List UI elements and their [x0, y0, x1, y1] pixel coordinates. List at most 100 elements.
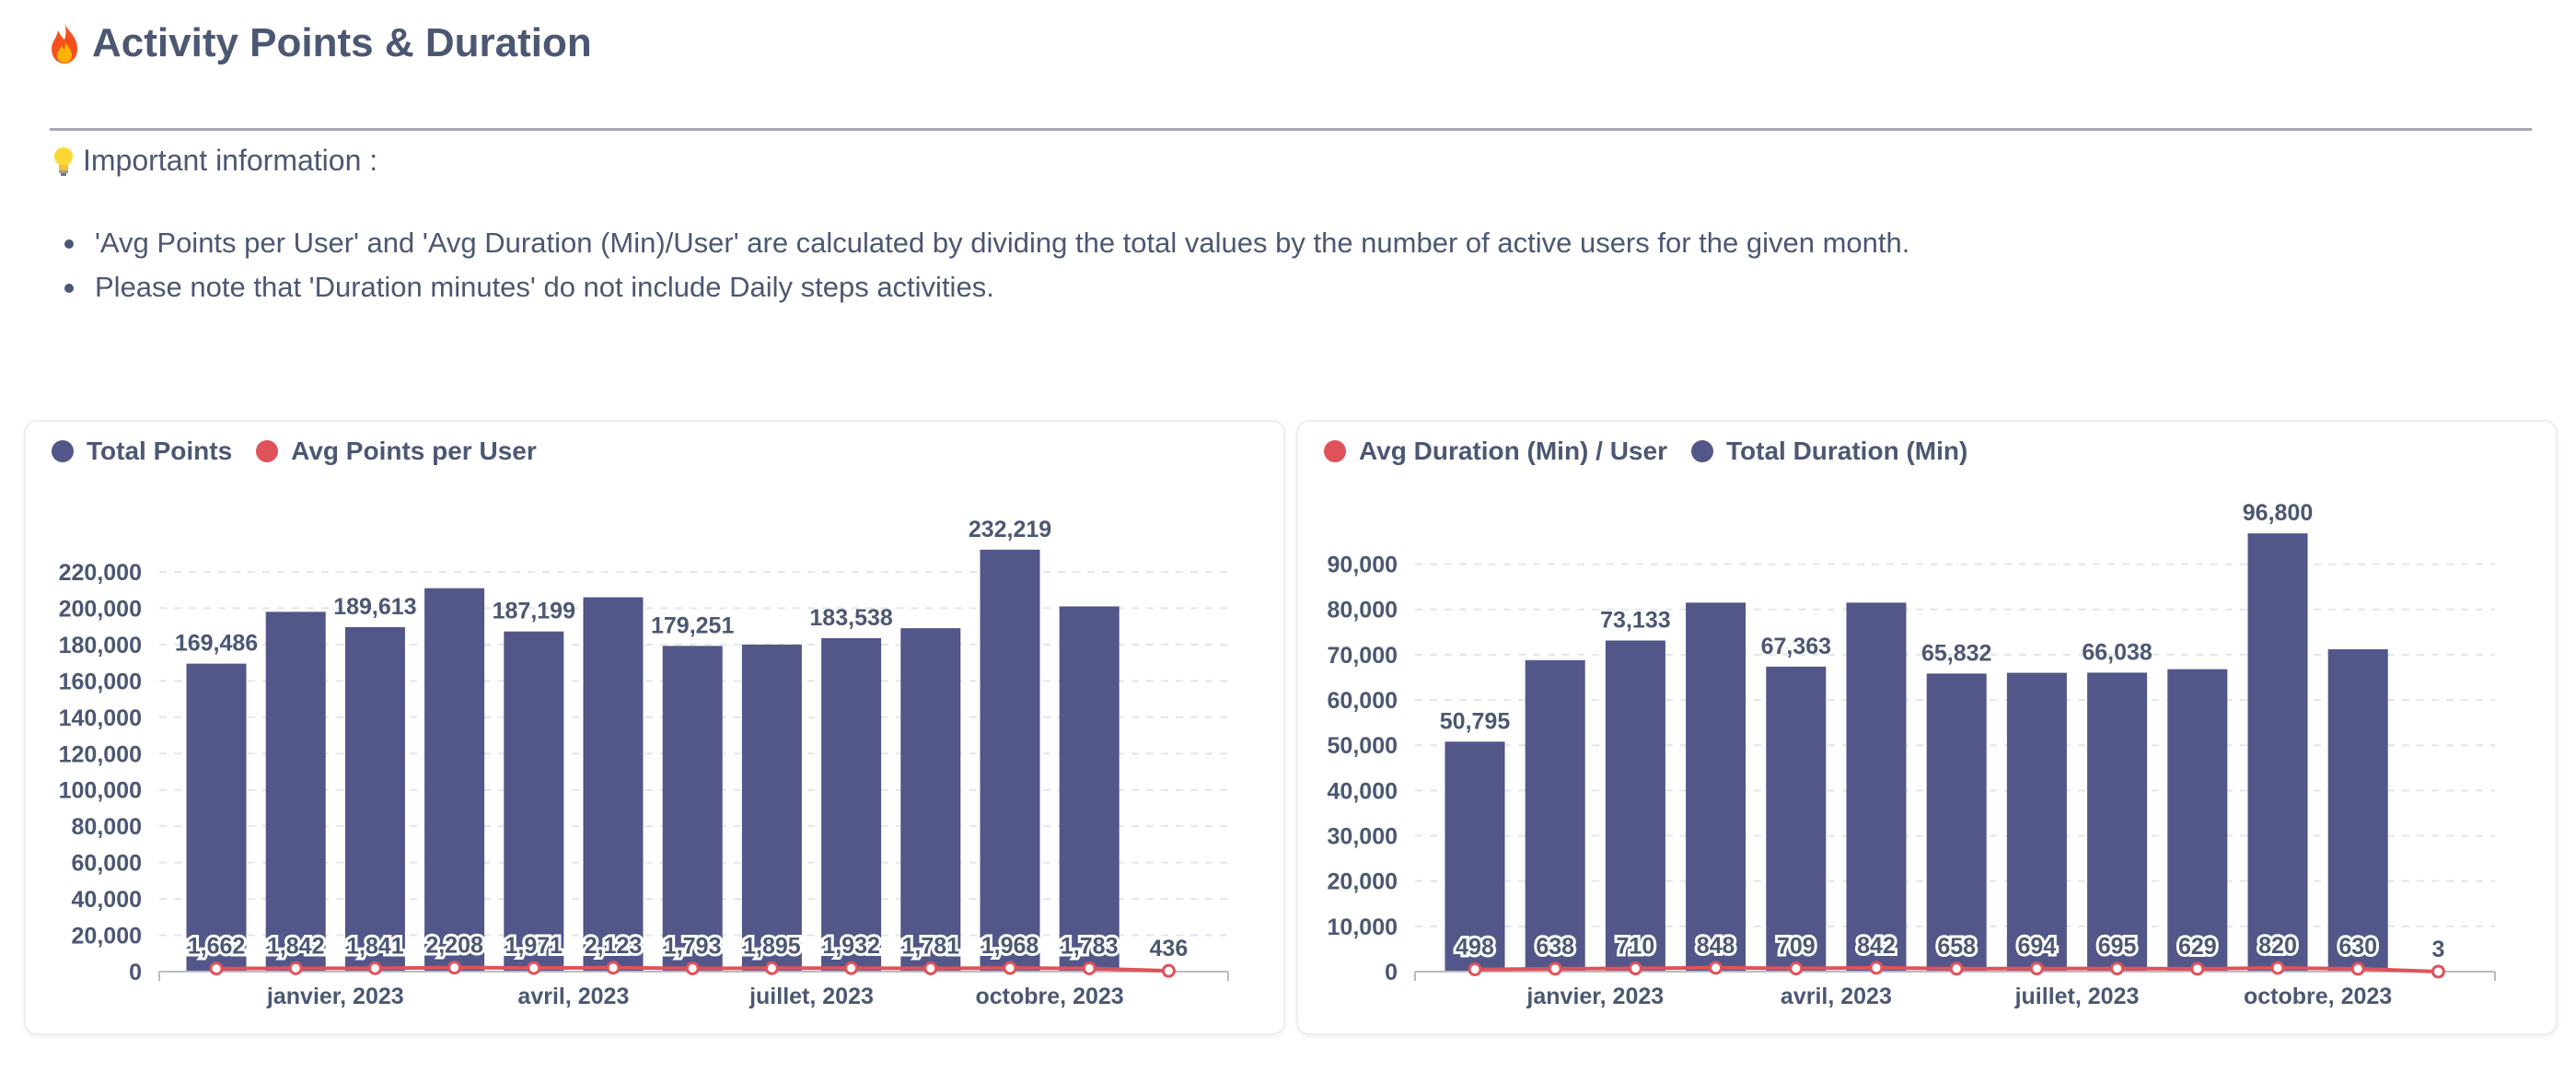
line-point[interactable] [2350, 961, 2365, 976]
bar[interactable] [344, 626, 405, 972]
y-tick-label: 50,000 [1328, 733, 1398, 759]
bar[interactable] [1926, 673, 1987, 972]
bar-value-label: 96,800 [2243, 500, 2313, 526]
bar[interactable] [2167, 669, 2228, 972]
line-point[interactable] [527, 961, 541, 975]
divider [50, 128, 2532, 131]
bar[interactable] [662, 646, 723, 972]
line-value-label: 1,783 [1061, 933, 1119, 959]
duration-chart-card: Avg Duration (Min) / User Total Duration… [1296, 420, 2558, 1035]
bar-value-label: 187,199 [493, 599, 575, 624]
note-item: Please note that 'Duration minutes' do n… [64, 265, 1909, 309]
line-point[interactable] [1709, 961, 1723, 975]
bar-value-label: 65,832 [1921, 640, 1991, 666]
legend-dot-icon [1324, 440, 1346, 462]
line-value-label: 2,208 [425, 933, 483, 959]
bar[interactable] [504, 631, 564, 972]
line-point[interactable] [685, 961, 700, 975]
line-point[interactable] [1161, 963, 1176, 978]
points-chart-card: Total Points Avg Points per User 0 20,000… [24, 420, 1285, 1035]
legend-dot-icon [52, 440, 74, 462]
bar[interactable] [980, 549, 1040, 972]
bar[interactable] [2247, 533, 2308, 972]
line-value-label: 638 [1536, 934, 1574, 960]
line-point[interactable] [1548, 961, 1562, 976]
bar-value-label: 189,613 [333, 594, 416, 620]
legend-item-avg-points[interactable]: Avg Points per User [256, 437, 537, 466]
line-point[interactable] [1789, 961, 1804, 976]
bar-value-label: 50,795 [1440, 708, 1511, 734]
line-value-label: 1,662 [188, 934, 246, 960]
y-tick-label: 0 [1385, 960, 1398, 985]
bar[interactable] [2006, 672, 2067, 972]
legend-dot-icon [1690, 440, 1713, 462]
line-point[interactable] [844, 961, 859, 975]
line-point[interactable] [1869, 961, 1884, 975]
line-point[interactable] [923, 961, 938, 975]
chart-legend: Total Points Avg Points per User [52, 437, 537, 466]
bar[interactable] [1445, 741, 1505, 972]
bar[interactable] [265, 612, 326, 972]
y-tick-label: 20,000 [72, 924, 142, 950]
bar[interactable] [1846, 602, 1907, 972]
line-point[interactable] [447, 961, 462, 975]
legend-label: Avg Points per User [291, 437, 537, 465]
line-value-label: 1,841 [346, 933, 404, 959]
y-tick-label: 30,000 [1328, 824, 1398, 850]
line-point[interactable] [2110, 961, 2125, 976]
duration-chart: 0 10,000 20,000 30,000 40,000 50,000 60,000 70,… [1328, 500, 2496, 1009]
y-tick-label: 80,000 [1328, 598, 1398, 623]
line-point[interactable] [288, 961, 303, 975]
bar-value-label: 169,486 [175, 631, 258, 657]
legend-label: Total Points [87, 437, 233, 465]
line-point[interactable] [2190, 961, 2205, 976]
bar[interactable] [583, 597, 644, 972]
legend-item-total-points[interactable]: Total Points [52, 437, 232, 466]
line-point[interactable] [1082, 961, 1097, 975]
bar[interactable] [1059, 606, 1120, 972]
line-value-label: 3 [2431, 937, 2444, 962]
lightbulb-icon [54, 146, 73, 176]
line-point[interactable] [2270, 961, 2285, 975]
line-point[interactable] [2029, 961, 2044, 976]
line-value-label: 498 [1456, 935, 1494, 961]
line-value-label: 842 [1857, 933, 1896, 959]
line-value-label: 1,968 [981, 933, 1039, 959]
legend-item-avg-duration[interactable]: Avg Duration (Min) / User [1324, 437, 1667, 466]
line-point[interactable] [1628, 961, 1642, 976]
line-point[interactable] [764, 961, 779, 975]
line-point[interactable] [1949, 961, 1964, 976]
y-tick-label: 100,000 [59, 778, 142, 804]
y-tick-label: 200,000 [59, 596, 142, 622]
x-tick-label: janvier, 2023 [1526, 984, 1664, 1009]
x-tick-label: octobre, 2023 [976, 984, 1124, 1009]
bar-value-label: 179,251 [651, 612, 734, 638]
bar-value-label: 232,219 [969, 517, 1051, 542]
line-point[interactable] [1003, 961, 1017, 975]
legend-item-total-duration[interactable]: Total Duration (Min) [1690, 437, 1967, 466]
y-tick-label: 0 [129, 960, 142, 985]
bar-value-label: 66,038 [2082, 639, 2152, 665]
x-tick-label: avril, 2023 [517, 984, 629, 1009]
bar[interactable] [1525, 659, 1585, 972]
bar[interactable] [2087, 672, 2148, 972]
bar-value-label: 73,133 [1600, 607, 1670, 633]
y-tick-label: 80,000 [72, 814, 142, 840]
line-value-label: 2,123 [585, 933, 643, 959]
bar[interactable] [1686, 602, 1746, 972]
bar[interactable] [1766, 666, 1827, 972]
line-point[interactable] [209, 961, 224, 976]
bar[interactable] [2327, 648, 2388, 972]
bar[interactable] [186, 663, 247, 972]
y-tick-label: 70,000 [1328, 643, 1398, 669]
bar[interactable] [900, 628, 961, 972]
line-point[interactable] [1468, 962, 1482, 977]
line-point[interactable] [606, 961, 621, 975]
bar[interactable] [821, 637, 882, 972]
bar[interactable] [424, 588, 485, 972]
bar[interactable] [1605, 640, 1665, 972]
bar[interactable] [741, 644, 802, 972]
y-tick-label: 40,000 [72, 887, 142, 913]
line-point[interactable] [367, 961, 382, 975]
line-point[interactable] [2431, 964, 2445, 979]
